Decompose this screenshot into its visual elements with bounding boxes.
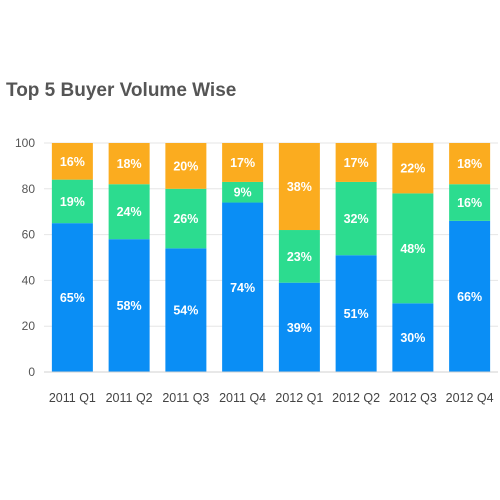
y-tick-label: 60 [22, 228, 36, 242]
bar-segment [51, 223, 93, 372]
data-label: 18% [117, 157, 142, 171]
data-label: 16% [60, 155, 85, 169]
data-label: 66% [457, 290, 482, 304]
bar-segment [449, 184, 491, 221]
data-label: 30% [400, 331, 425, 345]
bar-segment [335, 143, 377, 182]
bar-segment [335, 255, 377, 372]
data-label: 38% [287, 180, 312, 194]
x-tick-label: 2011 Q1 [49, 391, 96, 405]
bar-segment [278, 143, 320, 231]
bar-segment [449, 220, 491, 372]
bar-segment [278, 282, 320, 372]
data-label: 19% [60, 195, 85, 209]
data-label: 16% [457, 196, 482, 210]
bar-segment [165, 143, 207, 189]
x-tick-label: 2011 Q4 [219, 391, 266, 405]
data-label: 17% [344, 156, 369, 170]
data-label: 48% [400, 242, 425, 256]
data-label: 39% [287, 321, 312, 335]
bar-segment [51, 179, 93, 224]
data-label: 51% [344, 307, 369, 321]
data-label: 22% [400, 162, 425, 176]
bar-segment [51, 143, 93, 180]
bar-segment [278, 230, 320, 283]
y-tick-label: 80 [22, 182, 36, 196]
bar-segment [222, 202, 264, 372]
data-label: 20% [173, 159, 198, 173]
y-tick-label: 100 [15, 136, 35, 150]
x-tick-label: 2012 Q4 [446, 391, 494, 405]
data-label: 23% [287, 250, 312, 264]
y-tick-label: 0 [28, 365, 35, 379]
bar-segment [165, 248, 207, 372]
data-label: 32% [344, 212, 369, 226]
x-tick-label: 2011 Q3 [162, 391, 209, 405]
y-tick-label: 20 [22, 319, 36, 333]
bar-segment [392, 143, 434, 194]
x-tick-label: 2011 Q2 [106, 391, 153, 405]
bar-segment [108, 239, 150, 372]
data-label: 74% [230, 281, 255, 295]
bar-segment [165, 188, 207, 249]
x-tick-label: 2012 Q2 [332, 391, 380, 405]
data-label: 17% [230, 156, 255, 170]
bar-segment [392, 303, 434, 372]
bar-segment [108, 184, 150, 240]
data-label: 18% [457, 157, 482, 171]
bar-segment [108, 143, 150, 185]
y-tick-label: 40 [22, 273, 36, 287]
data-label: 9% [234, 186, 252, 200]
data-label: 26% [173, 212, 198, 226]
x-tick-label: 2012 Q3 [389, 391, 437, 405]
data-label: 58% [117, 299, 142, 313]
bar-segment [222, 143, 264, 182]
x-tick-label: 2012 Q1 [275, 391, 323, 405]
bar-segment [392, 193, 434, 304]
data-label: 24% [117, 205, 142, 219]
bar-segment [335, 181, 377, 256]
bar-segment [449, 143, 491, 185]
bar-segment [222, 181, 264, 203]
data-label: 54% [173, 304, 198, 318]
chart-title: Top 5 Buyer Volume Wise [6, 80, 237, 101]
data-label: 65% [60, 291, 85, 305]
